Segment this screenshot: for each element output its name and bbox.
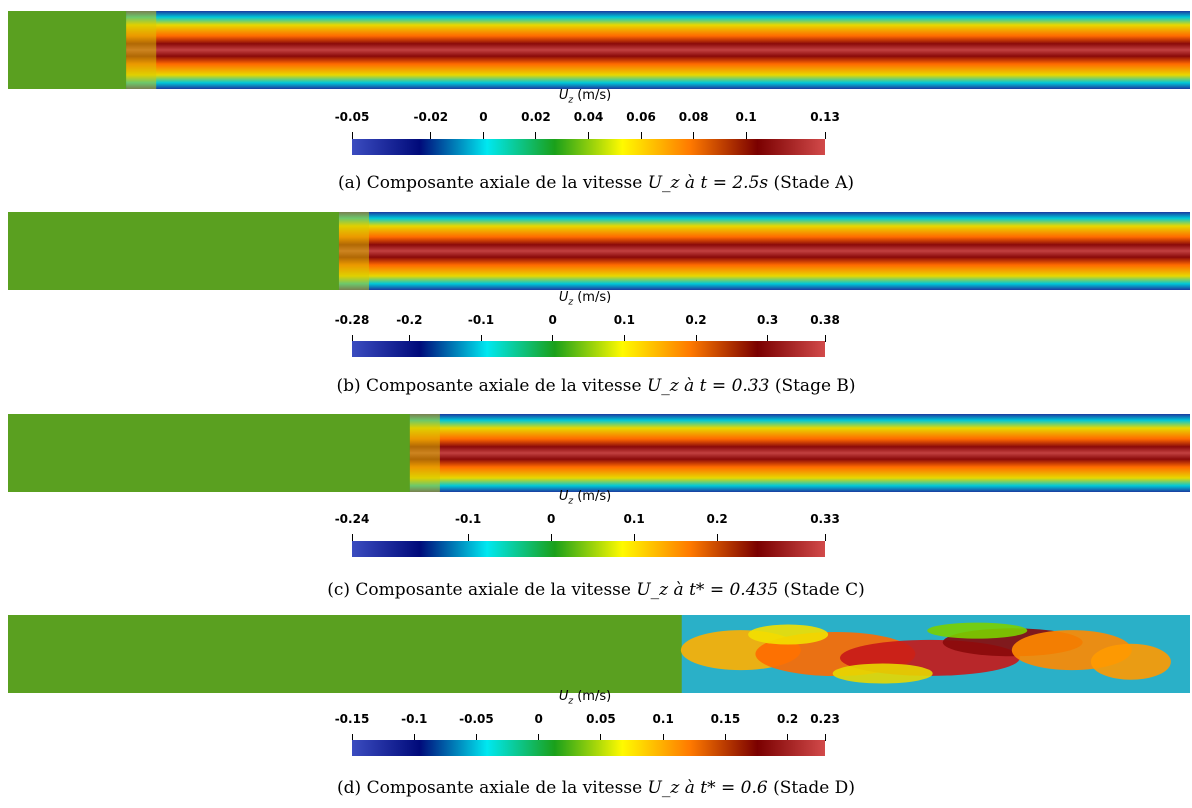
caption-a: (a) Composante axiale de la vitesse U_z …: [337, 173, 855, 193]
colorbar-tick-mark: [351, 335, 353, 342]
colorbar-tick-mark: [623, 335, 625, 342]
colorbar-tick-label: 0: [548, 313, 557, 327]
colorbar-c: [352, 541, 825, 557]
colorbar-tick-label: -0.05: [459, 712, 494, 726]
colorbar-tick-label: 0.2: [706, 512, 728, 526]
colorbar-tick-mark: [633, 534, 635, 541]
colorbar-title-d: Uz (m/s): [558, 689, 612, 707]
jet-front: [126, 11, 157, 89]
colorbar-tick-mark: [538, 734, 540, 741]
colorbar-tick-label: -0.28: [334, 313, 370, 327]
colorbar-tick-label: 0: [546, 512, 556, 526]
colorbar-tick-mark: [552, 335, 554, 342]
colorbar-tick-mark: [351, 734, 353, 741]
colorbar-tick-mark: [550, 534, 552, 541]
colorbar-tick-label: 0.23: [810, 712, 840, 726]
colorbar-tick-mark: [467, 534, 469, 541]
colorbar-tick-label: -0.05: [334, 110, 370, 124]
colorbar-tick-mark: [693, 132, 695, 139]
colorbar-title-a: Uz (m/s): [558, 88, 612, 106]
colorbar-tick-label: 0.1: [652, 712, 674, 726]
colorbar-tick-label: -0.02: [413, 110, 449, 124]
colorbar-tick-label: -0.1: [455, 512, 482, 526]
colorbar-tick-label: -0.15: [334, 712, 370, 726]
turbulent-structure: [832, 663, 933, 684]
colorbar-tick-label: 0.08: [678, 110, 709, 124]
velocity-field-b: [8, 212, 1190, 290]
jet-front: [409, 414, 440, 492]
colorbar-tick-mark: [430, 132, 432, 139]
colorbar-tick-mark: [745, 132, 747, 139]
colorbar-tick-mark: [716, 534, 718, 541]
caption-b: (b) Composante axiale de la vitesse U_z …: [336, 376, 856, 396]
colorbar-tick-mark: [824, 132, 826, 139]
colorbar-tick-mark: [640, 132, 642, 139]
colorbar-tick-mark: [724, 734, 726, 741]
colorbar-tick-mark: [408, 335, 410, 342]
colorbar-tick-label: 0.3: [757, 313, 779, 327]
colorbar-b: [352, 341, 825, 357]
colorbar-tick-label: -0.24: [334, 512, 370, 526]
colorbar-tick-mark: [600, 734, 602, 741]
colorbar-tick-mark: [351, 132, 353, 139]
colorbar-tick-label: 0.1: [623, 512, 645, 526]
colorbar-a: [352, 139, 825, 155]
colorbar-tick-mark: [662, 734, 664, 741]
caption-c: (c) Composante axiale de la vitesse U_z …: [327, 580, 865, 600]
colorbar-tick-mark: [824, 734, 826, 741]
jet-core: [338, 212, 1190, 290]
colorbar-tick-label: 0.1: [735, 110, 757, 124]
colorbar-tick-mark: [480, 335, 482, 342]
colorbar-tick-label: 0.15: [710, 712, 741, 726]
colorbar-tick-label: 0.2: [777, 712, 799, 726]
colorbar-title-b: Uz (m/s): [558, 290, 612, 308]
colorbar-tick-label: 0.33: [810, 512, 840, 526]
colorbar-tick-label: -0.1: [401, 712, 428, 726]
colorbar-tick-label: 0.02: [521, 110, 551, 124]
colorbar-tick-mark: [787, 734, 789, 741]
colorbar-tick-label: 0.05: [586, 712, 616, 726]
colorbar-tick-mark: [695, 335, 697, 342]
caption-d: (d) Composante axiale de la vitesse U_z …: [337, 778, 855, 798]
colorbar-tick-mark: [588, 132, 589, 139]
colorbar-tick-label: -0.2: [396, 313, 423, 327]
velocity-field-c: [8, 414, 1190, 492]
colorbar-tick-mark: [475, 734, 477, 741]
colorbar-tick-label: 0: [479, 110, 488, 124]
colorbar-tick-label: 0.38: [810, 313, 840, 327]
colorbar-tick-label: -0.1: [467, 313, 495, 327]
velocity-field-d: [8, 615, 1190, 693]
colorbar-tick-mark: [351, 534, 353, 541]
turbulent-structure: [748, 624, 829, 645]
colorbar-tick-label: 0.1: [613, 313, 635, 327]
colorbar-tick-label: 0: [534, 712, 543, 726]
colorbar-title-c: Uz (m/s): [558, 489, 612, 507]
colorbar-tick-label: 0.06: [626, 110, 656, 124]
colorbar-tick-label: 0.2: [685, 313, 707, 327]
turbulent-structure: [1090, 643, 1171, 680]
colorbar-tick-mark: [413, 734, 415, 741]
colorbar-tick-mark: [767, 335, 769, 342]
colorbar-tick-mark: [535, 132, 537, 139]
velocity-field-a: [8, 11, 1190, 89]
colorbar-tick-label: 0.04: [573, 110, 604, 124]
jet-front: [338, 212, 369, 290]
colorbar-tick-mark: [482, 132, 484, 139]
colorbar-tick-label: 0.13: [810, 110, 840, 124]
colorbar-tick-mark: [824, 335, 826, 342]
colorbar-d: [352, 740, 825, 756]
colorbar-tick-mark: [824, 534, 826, 541]
jet-core: [409, 414, 1190, 492]
turbulent-structure: [927, 622, 1028, 639]
jet-core: [126, 11, 1190, 89]
